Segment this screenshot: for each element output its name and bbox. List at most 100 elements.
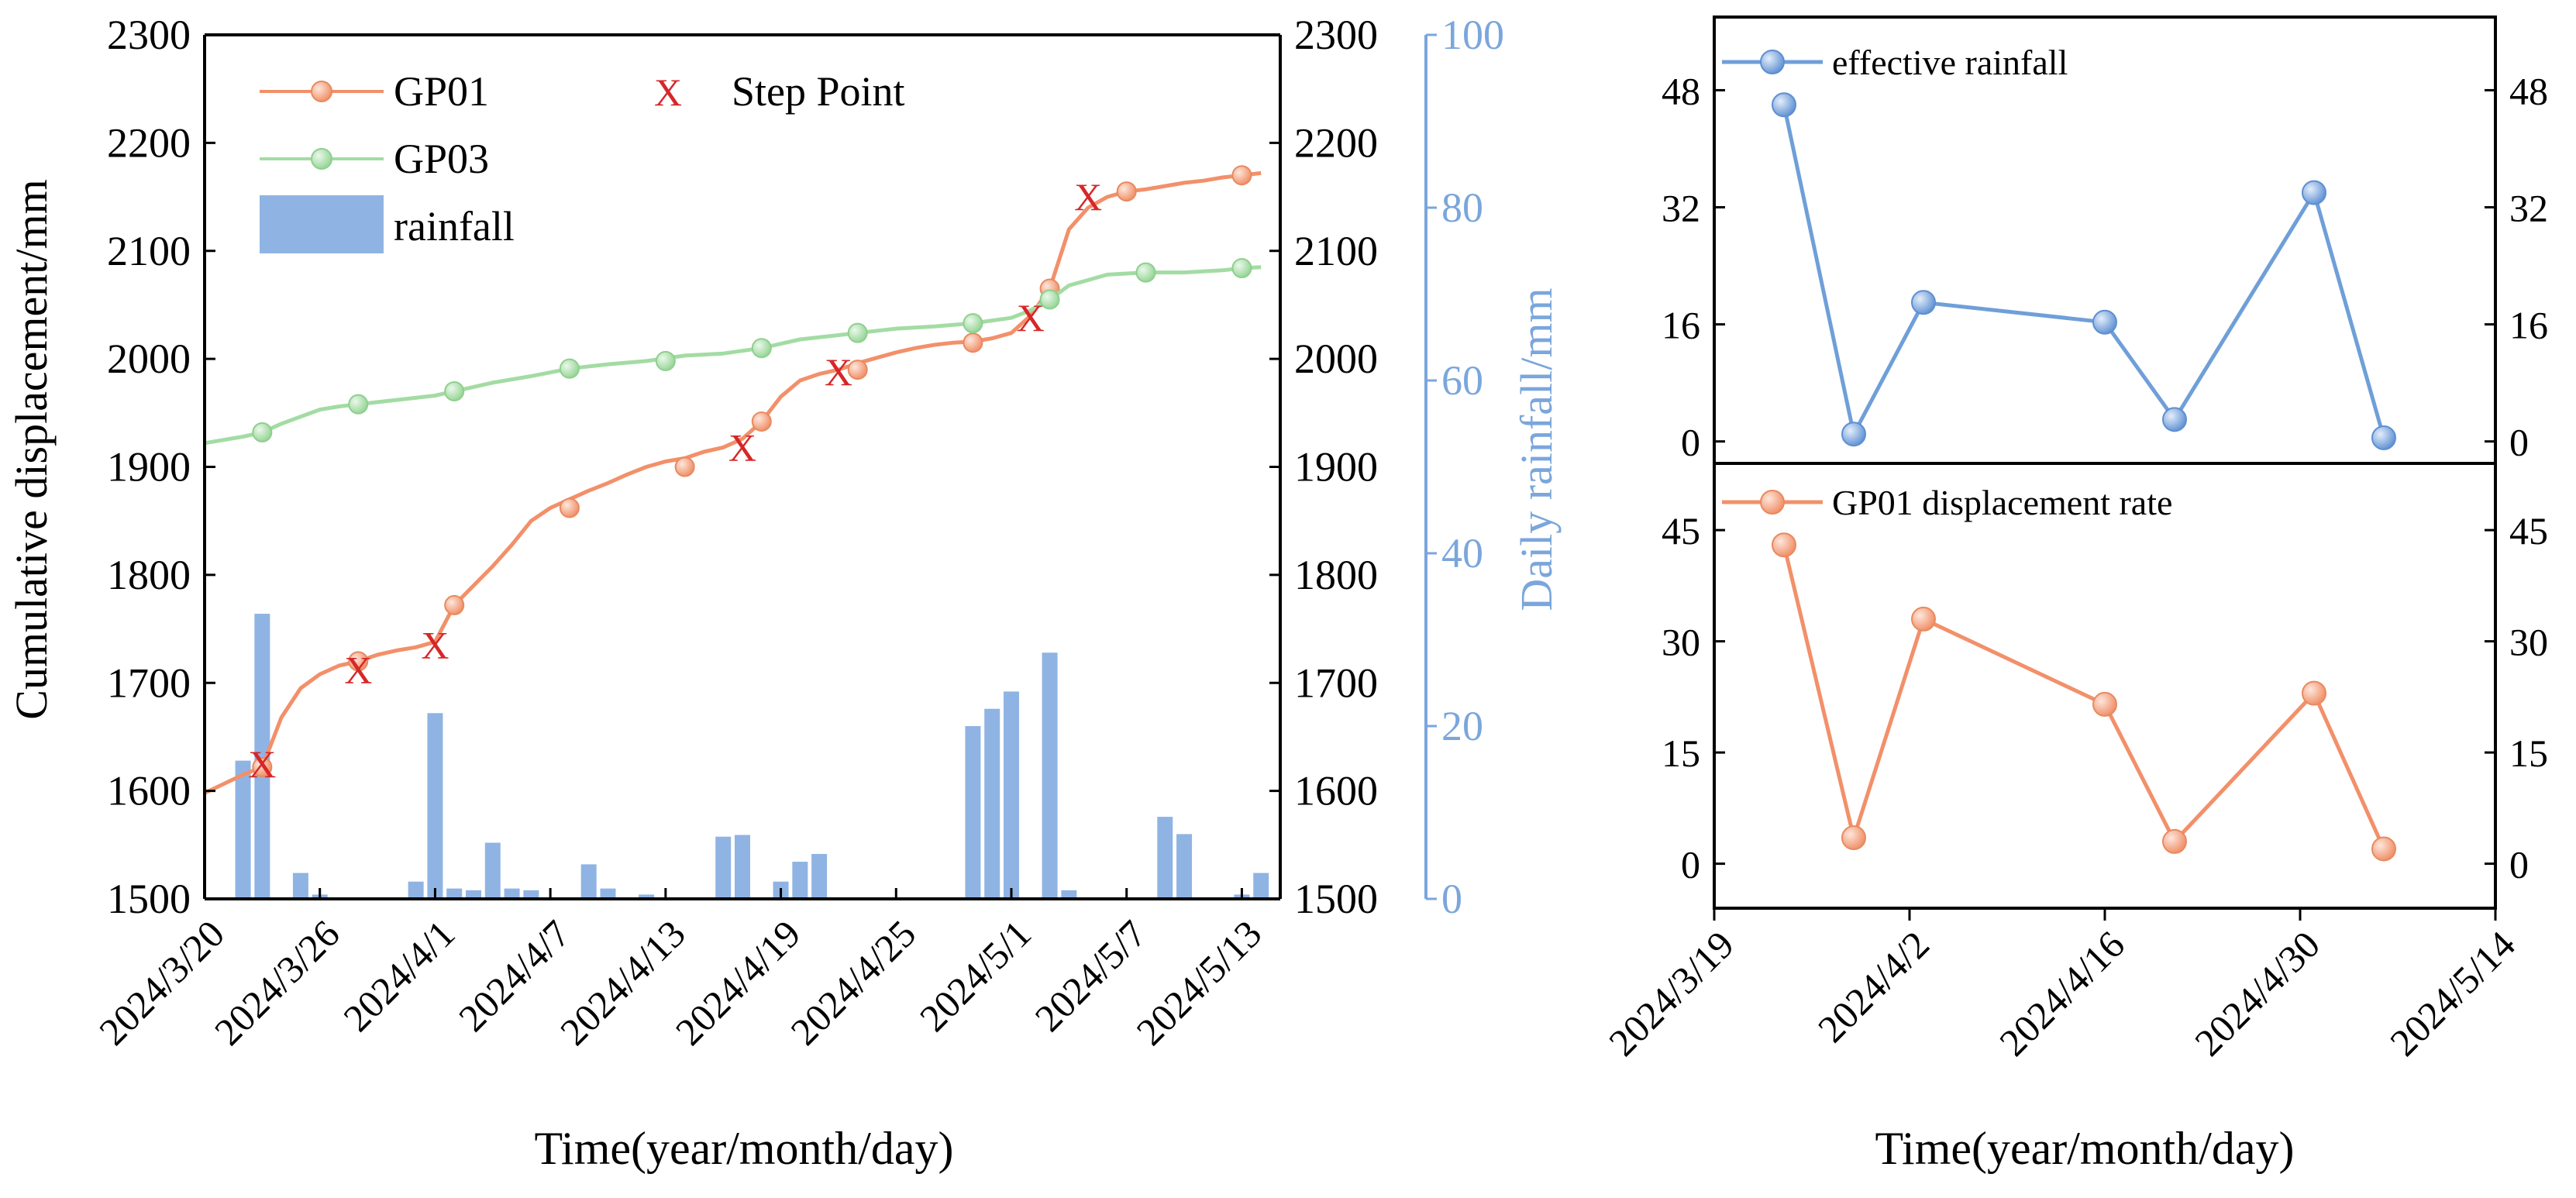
right-top-mirror-y-tick-label: 0 [2509,421,2529,464]
legend-label-gp03: GP03 [394,136,489,182]
rainfall-bar [1253,873,1269,899]
rainfall-bar [504,888,520,899]
rainfall-bar [735,835,750,899]
right-x-tick-label: 2024/4/2 [1810,922,1937,1050]
right-top-y-tick-label: 48 [1662,69,1700,112]
right-bottom-mirror-y-tick-label: 30 [2509,621,2548,664]
legend-marker-gp01 [311,81,332,102]
left-y-tick-label: 2300 [107,12,191,58]
left-y-tick-label: 2000 [107,336,191,382]
left-x-axis-title: Time(year/month/day) [534,1123,953,1174]
data-point-gp01 [252,756,273,777]
right-top-mirror-y-tick-label: 48 [2509,69,2548,112]
legend-marker-effective-rainfall [1760,50,1785,74]
data-point-gp03 [1039,289,1060,310]
legend-label-effective-rainfall: effective rainfall [1832,43,2068,82]
mirror-y-tick-label: 1500 [1294,876,1378,922]
rain-y-tick-label: 0 [1441,876,1462,922]
right-bottom-plot: 0 0 15 15 30 30 45 45 2024/3/19 2024/4/2 2024/4/16… [1600,462,2548,1064]
right-top-data-point [2162,407,2187,432]
left-y-tick-label: 1700 [107,659,191,706]
rainfall-bar [1157,817,1173,899]
left-x-tick-label: 2024/4/19 [667,911,809,1053]
right-top-data-point [1772,92,1796,118]
left-y-tick-label: 1600 [107,768,191,814]
series-line-gp01 [203,170,1262,795]
left-x-tick-label: 2024/5/1 [911,911,1039,1039]
rainfall-bar [984,708,1000,899]
right-bottom-data-point [2162,828,2187,854]
step-point-marker: X [344,649,372,692]
rainfall-bar [600,888,616,899]
right-top-mirror-y-tick-label: 32 [2509,187,2548,230]
rain-y-tick-label: 80 [1441,184,1483,231]
rain-y-tick-label: 100 [1441,12,1504,58]
right-bottom-series-line [1782,544,2386,850]
step-point-marker: X [1017,296,1045,339]
step-point-marker: X [248,742,276,786]
right-top-chart: 0 0 16 16 32 32 48 48 effective rainfall [1662,15,2548,465]
right-top-y-tick-label: 0 [1681,421,1700,464]
data-point-gp03 [252,422,273,442]
right-x-tick-label: 2024/3/19 [1600,922,1742,1064]
right-top-series-line [1782,104,2386,439]
data-point-gp03 [655,350,676,371]
left-y-tick-label: 2200 [107,119,191,166]
left-y-axis-title: Cumulative displacement/mm [6,179,57,719]
legend-marker-gp01-rate [1760,490,1785,515]
data-point-gp01 [847,360,868,380]
right-bottom-y-tick-label: 0 [1681,843,1700,886]
rainfall-bar [580,864,597,899]
right-top-plot: 0 0 16 16 32 32 48 48 [1662,15,2548,465]
rainfall-bar [484,842,501,899]
right-top-data-point [2302,180,2326,205]
right-bottom-data-point [2092,691,2117,717]
rainfall-bar [466,890,481,899]
step-point-marker: X [728,425,756,469]
right-bottom-data-point [1841,825,1866,851]
left-plot-lines: X X X X X X X [203,165,1262,795]
rainfall-bar [254,614,270,899]
rainfall-bar [427,713,443,899]
rainfall-bar [1176,834,1193,899]
rainfall-bar [811,854,828,899]
data-point-gp03 [348,394,369,415]
rainfall-bar [408,881,424,899]
data-point-gp01 [674,456,695,477]
rainfall-bar [1004,691,1019,899]
data-point-gp01 [444,594,465,615]
left-x-tick-label: 2024/4/13 [552,911,694,1053]
right-bottom-mirror-y-tick-label: 0 [2509,843,2529,886]
data-point-gp03 [847,322,868,343]
left-x-tick-label: 2024/3/20 [91,911,232,1053]
data-point-gp03 [1231,258,1252,279]
data-point-gp01 [1231,165,1252,186]
right-top-frame [1713,15,2497,465]
rain-y-tick-label: 60 [1441,357,1483,404]
data-point-gp01 [559,497,580,518]
mirror-y-tick-label: 1900 [1294,444,1378,491]
mirror-y-tick-label: 1800 [1294,552,1378,598]
right-x-tick-label: 2024/4/30 [2186,922,2328,1064]
mirror-y-tick-label: 2200 [1294,119,1378,166]
left-x-tick-label: 2024/4/25 [782,911,924,1053]
rain-y-tick-label: 40 [1441,530,1483,577]
legend-label-gp01-rate: GP01 displacement rate [1832,483,2172,522]
step-point-marker: X [1074,175,1102,219]
right-bottom-y-tick-label: 45 [1662,509,1700,553]
left-x-tick-label: 2024/5/13 [1128,911,1269,1053]
rainfall-bar [1061,890,1077,899]
right-top-data-point [1911,290,1936,315]
right-bottom-data-point [2371,836,2396,862]
rainfall-bar [446,888,463,899]
data-point-gp01 [963,332,983,353]
data-point-gp03 [751,338,772,359]
legend-symbol-step-point: X [654,71,682,114]
right-rain-axis-title: Daily rainfall/mm [1511,287,1562,611]
left-chart: X X X X X X X 1500 1500 1600 1600 1700 1700 1800 1800… [6,12,1562,1174]
left-y-tick-label: 1900 [107,444,191,491]
right-bottom-chart: 0 0 15 15 30 30 45 45 2024/3/19 2024/4/2 2024/4/16… [1600,462,2548,1174]
left-x-tick-label: 2024/3/26 [206,911,348,1053]
step-point-marker: X [421,623,449,666]
